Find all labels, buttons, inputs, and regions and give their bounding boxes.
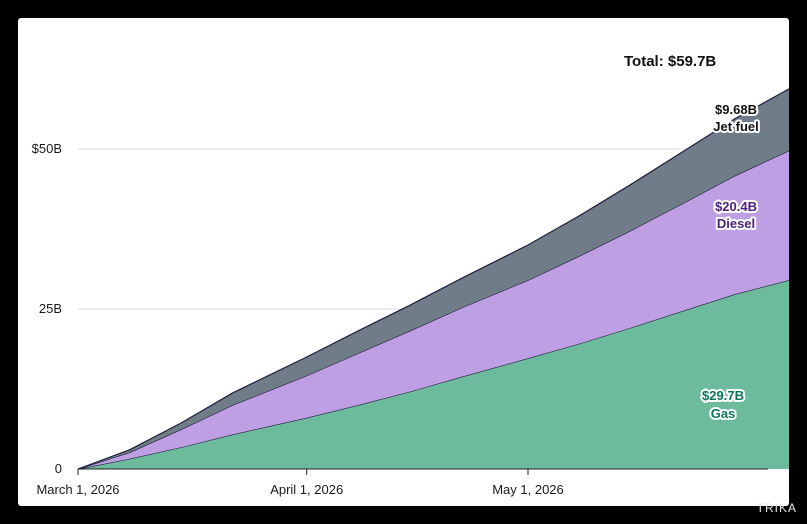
annotations: Total: $59.7B $9.68B Jet fuel $20.4B Die… <box>624 53 761 423</box>
jet-fuel-edge-line <box>77 88 789 470</box>
diesel-area <box>78 150 789 469</box>
stacked-area-chart: 0 25B $50B March 1, 2026 April 1, 2026 May 1,… <box>32 53 789 497</box>
y-tick-label: 25B <box>39 301 62 316</box>
x-tick-label: March 1, 2026 <box>36 482 119 497</box>
areas <box>77 88 789 470</box>
axes: 0 25B $50B March 1, 2026 April 1, 2026 May 1,… <box>32 141 768 497</box>
gas-value-label: $29.7B <box>702 388 744 403</box>
gas-area <box>78 280 789 469</box>
gas-name-label: Gas <box>711 406 736 421</box>
total-annotation: Total: $59.7B <box>624 53 716 70</box>
diesel-value-label: $20.4B <box>715 199 757 214</box>
watermark-text: TRIKA <box>756 501 797 515</box>
y-tick-label: $50B <box>32 141 62 156</box>
y-tick-label: 0 <box>55 461 62 476</box>
x-tick-label: April 1, 2026 <box>270 482 343 497</box>
chart-panel: 0 25B $50B March 1, 2026 April 1, 2026 May 1,… <box>18 18 789 506</box>
jet-fuel-value-label: $9.68B <box>715 102 757 117</box>
jet-fuel-name-label: Jet fuel <box>713 119 759 134</box>
diesel-name-label: Diesel <box>717 216 755 231</box>
x-tick-label: May 1, 2026 <box>492 482 564 497</box>
